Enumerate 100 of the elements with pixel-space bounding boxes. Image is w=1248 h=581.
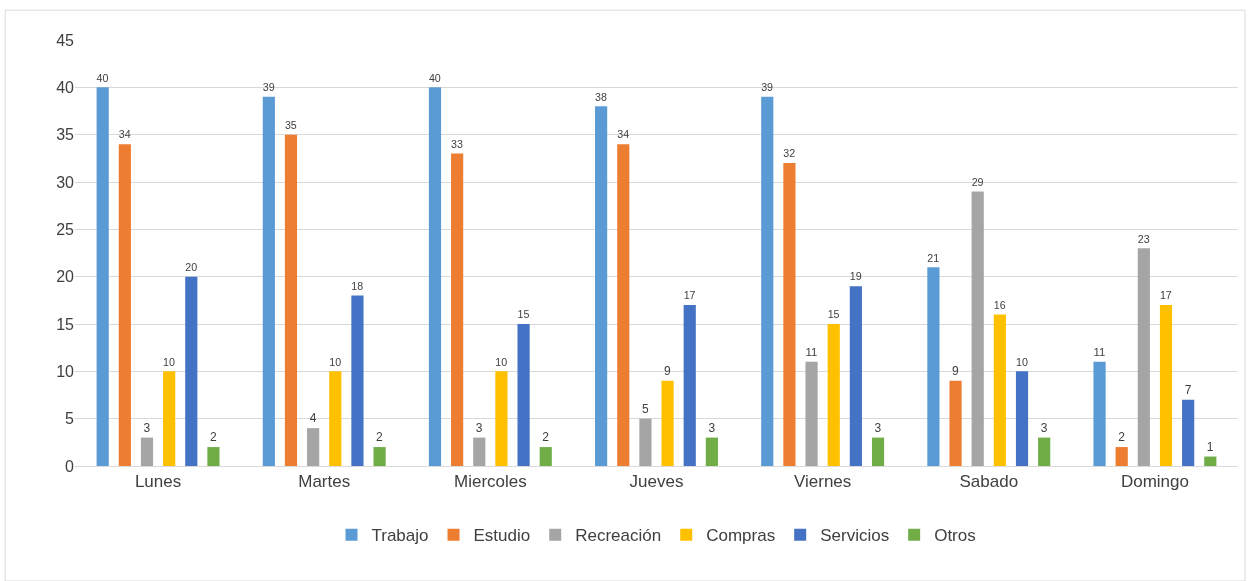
data-label: 3	[143, 420, 151, 435]
y-tick-label: 5	[65, 410, 75, 428]
bar	[329, 371, 342, 466]
bar	[1115, 447, 1128, 466]
data-label: 10	[329, 355, 342, 368]
bar	[783, 163, 796, 466]
y-tick-label: 25	[56, 220, 75, 238]
bar	[118, 144, 131, 466]
legend-label: Estudio	[473, 526, 531, 546]
data-label: 15	[827, 308, 840, 321]
bar	[539, 447, 552, 466]
data-label: 39	[262, 81, 275, 94]
bar	[949, 380, 962, 466]
legend-label: Servicios	[820, 526, 890, 546]
x-tick-label: Lunes	[134, 472, 182, 492]
bar	[207, 447, 220, 466]
legend-label: Compras	[706, 526, 776, 546]
bar	[617, 144, 630, 466]
bar	[1038, 437, 1051, 466]
x-tick-label: Jueves	[629, 472, 684, 492]
bar	[805, 361, 818, 466]
data-label: 10	[495, 355, 508, 368]
bar	[185, 276, 198, 466]
data-label: 20	[185, 261, 198, 273]
data-label: 11	[805, 346, 818, 359]
y-tick-label: 0	[65, 457, 75, 475]
bar	[993, 314, 1006, 466]
data-label: 21	[927, 251, 940, 264]
data-label: 19	[849, 270, 862, 283]
bar	[495, 371, 508, 466]
bar	[307, 428, 320, 466]
y-tick-label: 10	[56, 362, 75, 380]
bar	[140, 437, 154, 466]
data-label: 34	[617, 128, 630, 141]
bar	[1182, 399, 1195, 466]
data-label: 15	[517, 308, 530, 321]
data-label: 3	[475, 420, 483, 435]
bar	[595, 106, 608, 466]
bar	[683, 305, 696, 466]
data-label: 10	[1015, 355, 1028, 368]
bar	[373, 447, 386, 466]
y-tick-label: 40	[56, 78, 75, 96]
data-label: 33	[451, 137, 463, 150]
data-label: 3	[708, 420, 716, 435]
data-label: 4	[309, 411, 317, 426]
x-tick-label: Martes	[298, 472, 351, 492]
data-label: 38	[595, 90, 607, 103]
y-tick-label: 45	[56, 31, 75, 49]
bar	[163, 371, 176, 466]
bar	[871, 437, 885, 466]
bar	[927, 267, 940, 466]
y-tick-label: 15	[56, 315, 75, 333]
bar	[1093, 361, 1106, 466]
bar	[473, 437, 486, 466]
data-label: 10	[163, 355, 176, 368]
data-label: 2	[376, 430, 384, 445]
data-label: 39	[761, 81, 774, 94]
data-label: 3	[874, 420, 882, 435]
bar	[96, 87, 109, 466]
bar	[761, 96, 774, 466]
data-label: 11	[1093, 346, 1106, 359]
bar	[849, 286, 862, 466]
y-tick-label: 35	[56, 126, 75, 144]
x-tick-label: Miercoles	[453, 472, 527, 492]
data-label: 2	[542, 430, 550, 445]
data-label: 32	[783, 147, 796, 160]
data-label: 17	[683, 289, 696, 302]
bar	[351, 295, 364, 466]
bar	[971, 191, 984, 466]
bar	[1137, 248, 1150, 466]
data-label: 3	[1040, 420, 1048, 435]
bar	[284, 134, 298, 466]
legend-label: Recreación	[575, 526, 662, 546]
bar	[428, 87, 442, 466]
y-tick-label: 30	[56, 173, 75, 191]
bar	[661, 380, 674, 466]
data-label: 16	[993, 298, 1006, 311]
data-label: 7	[1184, 382, 1192, 397]
data-label: 29	[971, 175, 984, 188]
y-tick-label: 20	[56, 268, 75, 286]
bar	[1204, 456, 1217, 466]
x-tick-label: Viernes	[793, 472, 852, 492]
legend-label: Otros	[934, 526, 976, 546]
data-label: 34	[118, 128, 131, 141]
bar	[705, 437, 718, 466]
data-label: 40	[96, 71, 109, 84]
data-label: 18	[351, 279, 364, 292]
bar	[262, 96, 275, 466]
bar	[1159, 305, 1173, 466]
x-tick-label: Domingo	[1120, 472, 1189, 492]
x-tick-label: Sabado	[959, 472, 1019, 492]
data-label: 9	[664, 363, 672, 378]
bar	[1015, 371, 1029, 466]
data-label: 5	[641, 401, 649, 416]
bar	[639, 418, 652, 466]
data-label: 1	[1206, 439, 1214, 454]
bar	[451, 153, 464, 466]
data-label: 40	[428, 71, 441, 84]
bar	[517, 324, 530, 466]
data-label: 9	[952, 363, 960, 378]
